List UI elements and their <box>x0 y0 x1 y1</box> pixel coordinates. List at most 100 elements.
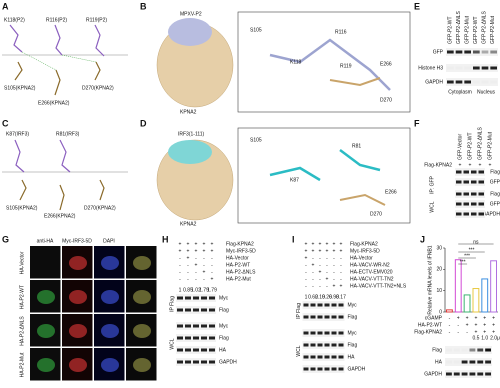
band <box>317 343 323 347</box>
band <box>477 360 484 364</box>
lane-label: GFP-P2-WT <box>473 17 479 45</box>
quant: 0.62 <box>308 294 318 300</box>
band <box>177 348 183 352</box>
sign: - <box>333 262 335 268</box>
sign: - <box>195 269 197 275</box>
residue-label: E266(KPNA2) <box>38 100 70 106</box>
band <box>490 80 497 84</box>
band <box>317 315 323 319</box>
band <box>471 170 477 174</box>
band <box>331 355 337 359</box>
band <box>338 355 344 359</box>
band <box>310 343 316 347</box>
sign: + <box>466 322 469 328</box>
quant: 1.79 <box>207 287 217 293</box>
sign: - <box>466 329 468 335</box>
band <box>185 348 191 352</box>
blot <box>445 358 492 366</box>
residue-label: K87(IRF3) <box>6 131 29 137</box>
blot <box>302 301 345 309</box>
row-label: Myc <box>348 302 358 308</box>
cell-signal <box>133 256 151 270</box>
band <box>177 360 183 364</box>
sign: + <box>492 329 495 335</box>
sign: - <box>326 269 328 275</box>
sign: - <box>319 276 321 282</box>
blot <box>446 78 498 86</box>
band <box>209 336 215 340</box>
band <box>461 360 468 364</box>
sign: + <box>312 262 315 268</box>
sign: - <box>340 276 342 282</box>
sign: + <box>333 241 336 247</box>
row-label: HA <box>219 347 227 353</box>
band <box>461 348 468 352</box>
band <box>303 355 309 359</box>
sign: + <box>312 241 315 247</box>
band <box>201 336 207 340</box>
lane-label: GFP-P2-ΔNLS <box>481 11 487 44</box>
residue-label: R81(IRF3) <box>56 131 80 137</box>
band <box>324 303 330 307</box>
cell-signal <box>37 358 55 372</box>
sign: - <box>203 262 205 268</box>
row-label: Flag <box>348 314 358 320</box>
residue-label: R119(P2) <box>86 17 107 23</box>
band <box>338 367 344 371</box>
blot <box>446 64 498 72</box>
band <box>478 180 484 184</box>
sign: - <box>203 255 205 261</box>
sign: + <box>203 248 206 254</box>
lane-label: GFP-P2-Mut <box>464 15 470 44</box>
sign: + <box>319 241 322 247</box>
band <box>324 367 330 371</box>
sign: + <box>195 241 198 247</box>
sign: - <box>203 276 205 282</box>
sign: - <box>333 255 335 261</box>
lane-label: GFP-P2-Mut <box>487 131 493 160</box>
row-label: Myc <box>219 323 229 329</box>
band <box>317 367 323 371</box>
band <box>317 355 323 359</box>
band <box>193 336 199 340</box>
sign: + <box>211 248 214 254</box>
lane-label: GFP-P2-ΔNLS <box>477 127 483 160</box>
sign: - <box>211 255 213 261</box>
quant: 0.85 <box>183 287 193 293</box>
band <box>193 296 199 300</box>
sign: - <box>449 329 451 335</box>
condition-label: HA-Vector <box>226 255 249 261</box>
sign: + <box>340 241 343 247</box>
sign: - <box>305 269 307 275</box>
sign: - <box>340 262 342 268</box>
group-label: Cytoplasm <box>448 89 472 95</box>
band <box>490 50 497 54</box>
row-label: HA-P2-ΔNLS <box>19 316 25 346</box>
cell-signal <box>101 358 119 372</box>
condition-label: HA-P2-Mut <box>226 276 251 282</box>
sign: - <box>305 276 307 282</box>
quant: 1.79 <box>199 287 209 293</box>
column-label: Myc-IRF3-5D <box>62 238 92 244</box>
sign: + <box>326 241 329 247</box>
band <box>201 324 207 328</box>
condition-label: Myc-IRF3-5D <box>226 248 256 254</box>
sign: - <box>179 262 181 268</box>
residue-label: K118(P2) <box>4 17 25 23</box>
quant: 1 <box>305 294 308 300</box>
band <box>201 360 207 364</box>
band <box>201 348 207 352</box>
residue-label: E266 <box>385 189 397 195</box>
band <box>201 296 207 300</box>
band <box>209 324 215 328</box>
sign: + <box>195 262 198 268</box>
sign: - <box>211 269 213 275</box>
panel-letter: I <box>292 234 295 244</box>
cell-signal <box>37 324 55 338</box>
section-label: WCL <box>296 345 302 356</box>
band <box>477 348 484 352</box>
sign: - <box>326 255 328 261</box>
blot <box>455 168 485 176</box>
cell-signal <box>101 324 119 338</box>
residue-label: R116(P2) <box>46 17 67 23</box>
